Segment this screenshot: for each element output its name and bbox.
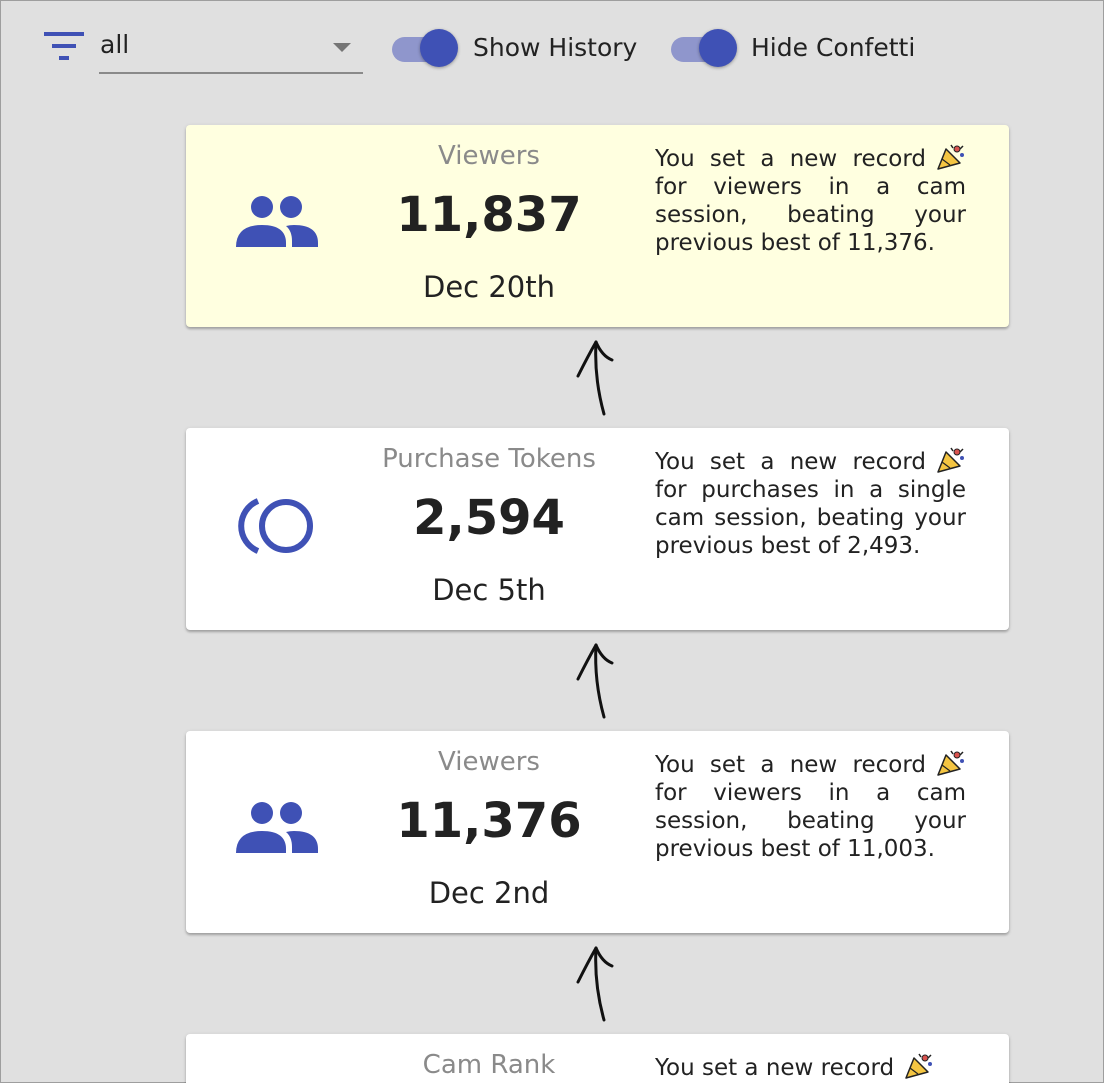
record-description: You set a new record for viewers in a ca… — [655, 143, 966, 257]
history-arrow-icon — [576, 340, 614, 416]
record-description-rest: for viewers in a cam session, beating yo… — [655, 174, 966, 256]
filter-select[interactable]: all — [99, 26, 363, 74]
hide-confetti-label[interactable]: Hide Confetti — [751, 33, 916, 62]
group-icon — [236, 802, 318, 853]
record-description-rest: for purchases in a single cam session, b… — [655, 477, 966, 559]
toggle-thumb[interactable] — [699, 29, 737, 67]
filter-select-value: all — [100, 30, 130, 59]
record-metric: Viewers — [438, 747, 540, 777]
record-description-lead: You set a new record — [655, 1055, 895, 1081]
record-value: 2,594 — [413, 490, 565, 546]
record-description: You set a new record — [655, 1052, 966, 1082]
record-metric: Viewers — [438, 141, 540, 171]
record-card: Cam Rank You set a new record — [186, 1034, 1009, 1083]
record-description: You set a new record for purchases in a … — [655, 446, 966, 560]
record-description-lead: You set a new record — [655, 449, 926, 475]
record-date: Dec 2nd — [428, 876, 550, 910]
party-popper-icon — [937, 447, 964, 473]
history-arrow-icon — [576, 643, 614, 719]
dropdown-arrow-icon[interactable] — [333, 43, 351, 52]
history-arrow-icon — [576, 946, 614, 1022]
record-card: Viewers 11,376 Dec 2nd You set a new rec… — [186, 731, 1009, 933]
record-card: Viewers 11,837 Dec 20th You set a new re… — [186, 125, 1009, 327]
party-popper-icon — [905, 1053, 933, 1079]
party-popper-icon — [937, 144, 964, 170]
toolbar: all Show History Hide Confetti — [0, 0, 1104, 100]
token-coin-icon — [238, 498, 313, 554]
record-value: 11,837 — [396, 187, 582, 243]
party-popper-icon — [937, 750, 964, 776]
record-description-lead: You set a new record — [655, 752, 926, 778]
record-date: Dec 5th — [432, 573, 546, 607]
show-history-label[interactable]: Show History — [473, 33, 638, 62]
record-value: 11,376 — [396, 793, 582, 849]
record-description-lead: You set a new record — [655, 146, 926, 172]
record-description-rest: for viewers in a cam session, beating yo… — [655, 780, 966, 862]
record-card: Purchase Tokens 2,594 Dec 5th You set a … — [186, 428, 1009, 630]
toggle-thumb[interactable] — [420, 29, 458, 67]
record-metric: Purchase Tokens — [382, 444, 596, 474]
record-date: Dec 20th — [423, 270, 555, 304]
filter-list-icon[interactable] — [44, 30, 84, 62]
record-description: You set a new record for viewers in a ca… — [655, 749, 966, 863]
group-icon — [236, 196, 318, 247]
record-metric: Cam Rank — [422, 1050, 556, 1080]
